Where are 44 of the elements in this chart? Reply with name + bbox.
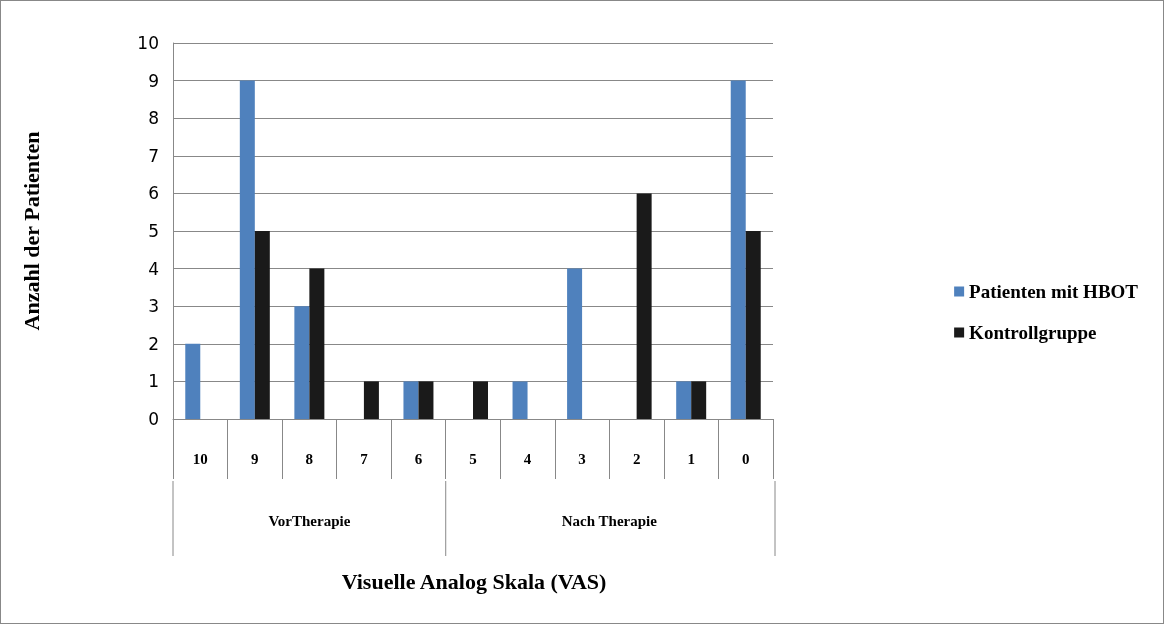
x-tick-label: 7: [360, 450, 369, 467]
bar: [473, 381, 488, 419]
bar: [294, 306, 310, 419]
x-tick-label: 9: [251, 450, 259, 467]
legend-label: Patienten mit HBOT: [969, 281, 1139, 302]
y-tick-label: 8: [148, 108, 159, 129]
y-tick-label: 2: [148, 333, 159, 354]
bar: [309, 268, 325, 419]
x-tick-label: 0: [741, 450, 750, 467]
x-axis-title: Visuelle Analog Skala (VAS): [341, 568, 607, 594]
y-tick-label: 4: [148, 258, 159, 279]
y-tick-label: 5: [148, 221, 159, 241]
x-tick-label: 8: [305, 450, 314, 467]
bar: [254, 231, 270, 419]
x-tick-label: 10: [192, 450, 208, 467]
x-tick-label: 2: [632, 450, 641, 467]
bar: [512, 381, 528, 419]
bar: [363, 381, 379, 419]
text: VorTherapie: [268, 513, 351, 529]
bar: [239, 80, 255, 419]
y-tick-label: 1: [148, 371, 159, 392]
legend-label: Kontrollgruppe: [969, 322, 1097, 343]
x-tick-label: 4: [523, 450, 532, 467]
bar: [185, 343, 201, 419]
x-tick-label: 3: [578, 450, 586, 467]
y-tick-label: 3: [148, 296, 159, 317]
bar: [676, 381, 692, 419]
x-tick-label: 6: [414, 450, 423, 467]
bar: [745, 231, 761, 419]
text: Nach Therapie: [561, 513, 658, 529]
bar: [418, 381, 434, 419]
y-tick-label: 10: [137, 33, 159, 53]
bar: [636, 193, 652, 419]
bar: [567, 268, 583, 419]
y-tick-label: 7: [148, 145, 159, 166]
x-tick-label: 1: [687, 450, 695, 467]
y-axis-title: Anzahl der Patienten: [18, 131, 44, 331]
x-tick-label: 5: [469, 450, 477, 467]
bar: [730, 80, 746, 419]
bar: [403, 381, 419, 419]
y-tick-label: 0: [148, 409, 159, 429]
y-tick-label: 9: [148, 70, 159, 91]
y-tick-label: 6: [148, 183, 159, 204]
bar: [691, 381, 707, 419]
